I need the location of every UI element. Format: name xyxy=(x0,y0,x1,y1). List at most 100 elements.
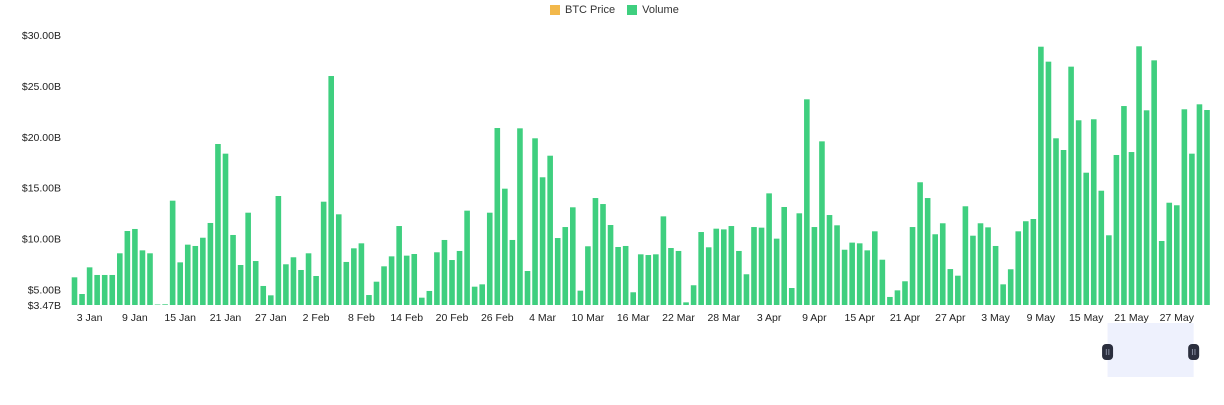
volume-bar[interactable] xyxy=(751,227,757,305)
volume-bar[interactable] xyxy=(1098,190,1105,305)
volume-bar[interactable] xyxy=(86,267,93,305)
zoom-range-selection[interactable] xyxy=(1107,323,1194,377)
volume-bar[interactable] xyxy=(517,128,523,305)
volume-bar[interactable] xyxy=(1030,219,1037,305)
zoom-end-handle[interactable] xyxy=(1188,344,1200,360)
volume-bar[interactable] xyxy=(222,153,229,305)
volume-bar[interactable] xyxy=(849,242,855,305)
volume-bar[interactable] xyxy=(486,212,493,305)
volume-bar[interactable] xyxy=(124,231,131,305)
volume-bar[interactable] xyxy=(298,269,304,305)
volume-bar[interactable] xyxy=(1106,235,1112,305)
volume-bar[interactable] xyxy=(615,246,621,305)
volume-bar[interactable] xyxy=(147,253,153,305)
volume-bar[interactable] xyxy=(464,210,470,305)
volume-bar[interactable] xyxy=(426,290,433,305)
volume-bar[interactable] xyxy=(683,302,689,305)
volume-bar[interactable] xyxy=(1204,110,1210,306)
zoom-start-handle[interactable] xyxy=(1102,344,1114,360)
volume-bar[interactable] xyxy=(962,206,969,305)
volume-bar[interactable] xyxy=(1083,172,1089,305)
volume-bar[interactable] xyxy=(932,234,938,305)
volume-bar[interactable] xyxy=(637,254,644,305)
volume-bar[interactable] xyxy=(1158,240,1165,305)
volume-bar[interactable] xyxy=(788,288,795,305)
volume-bar[interactable] xyxy=(509,239,516,305)
volume-bar[interactable] xyxy=(970,235,976,305)
volume-bar[interactable] xyxy=(320,201,327,305)
volume-bar[interactable] xyxy=(94,274,100,305)
volume-bar[interactable] xyxy=(184,244,191,305)
volume-bar[interactable] xyxy=(411,254,418,305)
volume-bar[interactable] xyxy=(192,245,199,305)
volume-bar[interactable] xyxy=(811,227,818,305)
volume-bar[interactable] xyxy=(690,285,697,305)
volume-bar[interactable] xyxy=(1113,154,1120,305)
volume-bar[interactable] xyxy=(736,250,742,305)
volume-bar[interactable] xyxy=(909,227,916,305)
volume-bar[interactable] xyxy=(494,128,501,305)
volume-bar[interactable] xyxy=(668,248,674,305)
volume-bar[interactable] xyxy=(781,206,787,305)
volume-bar[interactable] xyxy=(887,296,893,305)
volume-bar[interactable] xyxy=(479,284,485,305)
volume-bar[interactable] xyxy=(562,227,569,305)
volume-bar[interactable] xyxy=(1143,110,1150,305)
volume-bar[interactable] xyxy=(698,232,704,305)
volume-bar[interactable] xyxy=(79,294,85,305)
volume-bar[interactable] xyxy=(237,265,244,305)
volume-bar[interactable] xyxy=(71,277,78,305)
volume-bar[interactable] xyxy=(554,238,561,305)
volume-bar[interactable] xyxy=(955,275,961,305)
volume-bar[interactable] xyxy=(834,225,840,305)
volume-bar[interactable] xyxy=(1023,221,1029,305)
volume-bar[interactable] xyxy=(1045,61,1052,305)
volume-bar[interactable] xyxy=(434,252,440,305)
volume-bar[interactable] xyxy=(947,269,954,305)
volume-bar[interactable] xyxy=(1174,205,1180,305)
volume-bar[interactable] xyxy=(358,243,365,305)
volume-bar[interactable] xyxy=(1015,231,1022,305)
volume-bar[interactable] xyxy=(796,213,803,305)
volume-bar[interactable] xyxy=(819,141,825,305)
volume-bar[interactable] xyxy=(290,257,297,305)
volume-bar[interactable] xyxy=(260,285,267,305)
volume-bar[interactable] xyxy=(396,226,402,305)
volume-bar[interactable] xyxy=(441,239,448,305)
volume-bar[interactable] xyxy=(207,222,214,305)
volume-bar[interactable] xyxy=(1166,202,1173,305)
legend-item-btc-price[interactable]: BTC Price xyxy=(550,4,615,16)
volume-bar[interactable] xyxy=(162,304,168,305)
volume-bar[interactable] xyxy=(1000,284,1006,305)
volume-bar[interactable] xyxy=(630,292,636,305)
volume-bar[interactable] xyxy=(313,275,319,305)
legend-item-volume[interactable]: Volume xyxy=(627,4,679,16)
volume-bar[interactable] xyxy=(1068,66,1074,305)
volume-bar[interactable] xyxy=(653,254,659,305)
volume-bar[interactable] xyxy=(109,274,116,305)
volume-bar[interactable] xyxy=(607,225,614,305)
volume-bar[interactable] xyxy=(1136,46,1142,306)
volume-bar[interactable] xyxy=(872,231,878,305)
volume-bar[interactable] xyxy=(101,274,108,305)
volume-bar[interactable] xyxy=(1121,106,1127,305)
volume-bar[interactable] xyxy=(388,256,395,305)
volume-bar[interactable] xyxy=(1196,104,1203,305)
volume-bar[interactable] xyxy=(894,290,901,305)
volume-bar[interactable] xyxy=(592,198,599,305)
volume-bar[interactable] xyxy=(305,253,312,305)
volume-bar[interactable] xyxy=(139,250,146,305)
volume-bar[interactable] xyxy=(1189,153,1195,305)
volume-bar[interactable] xyxy=(977,223,984,305)
volume-bar[interactable] xyxy=(721,229,727,305)
volume-bar[interactable] xyxy=(1181,109,1188,306)
volume-bar[interactable] xyxy=(856,243,863,305)
volume-bar[interactable] xyxy=(728,226,735,305)
volume-bar[interactable] xyxy=(419,297,425,305)
volume-bar[interactable] xyxy=(1128,152,1135,305)
volume-bar[interactable] xyxy=(917,182,923,305)
volume-bar[interactable] xyxy=(1075,120,1082,306)
volume-bar[interactable] xyxy=(902,281,908,305)
volume-bar[interactable] xyxy=(449,260,455,305)
volume-bar[interactable] xyxy=(283,264,289,305)
